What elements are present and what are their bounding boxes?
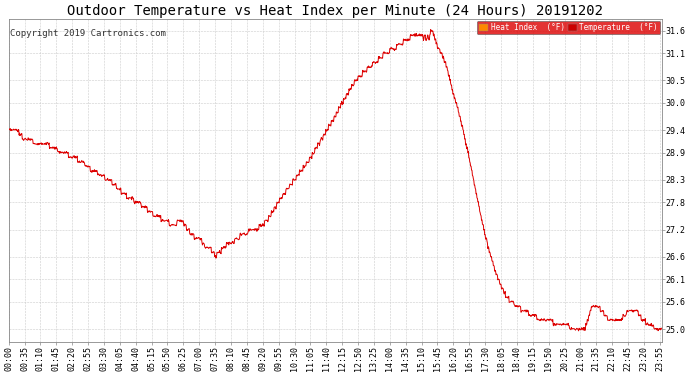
Legend: Heat Index  (°F), Temperature  (°F): Heat Index (°F), Temperature (°F): [477, 21, 660, 34]
Text: Copyright 2019 Cartronics.com: Copyright 2019 Cartronics.com: [10, 29, 166, 38]
Title: Outdoor Temperature vs Heat Index per Minute (24 Hours) 20191202: Outdoor Temperature vs Heat Index per Mi…: [67, 4, 603, 18]
